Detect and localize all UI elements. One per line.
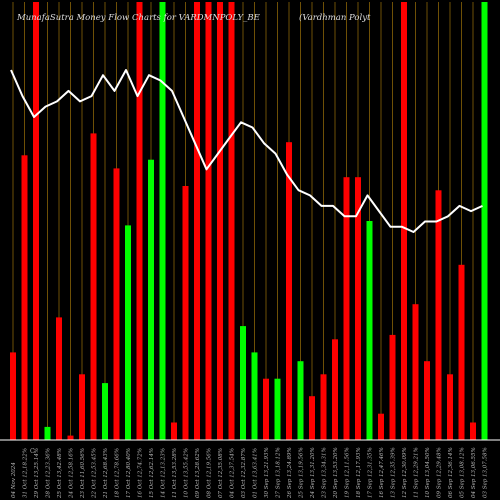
money-flow-bar (401, 2, 407, 440)
x-tick-label: 15 Oct 12,62.14% (149, 448, 155, 498)
x-tick-label: 29 Oct 13,25.14% (34, 448, 40, 499)
money-flow-bar (79, 374, 85, 440)
money-flow-bar (274, 378, 281, 440)
x-tick-label: 04 Sep 13,06.55% (471, 447, 477, 498)
money-flow-bar (194, 2, 200, 440)
x-tick-label: 24 Oct 12,58.16% (69, 448, 75, 499)
x-tick-label: 12 Sep 12,30.09% (402, 447, 408, 498)
x-tick-label: 10 Sep 13,04.50% (425, 447, 431, 498)
money-flow-bar (56, 317, 62, 440)
price-line (10, 69, 483, 233)
x-tick-label: 30 Sep 13,21.93% (264, 447, 270, 498)
x-tick-label: 03 Oct 12,32.87% (241, 448, 247, 498)
x-tick-label: 17 Oct 12,80.40% (126, 448, 132, 498)
money-flow-bar (240, 326, 246, 440)
x-tick-label: 11 Oct 13,53.28% (172, 448, 178, 498)
money-flow-bar (102, 383, 108, 440)
x-tick-label: 07 Oct 12,35.08% (218, 448, 224, 498)
x-tick-label: 01 Oct 13,63.41% (253, 448, 259, 498)
x-tick-label: 18 Oct 12,78.66% (115, 448, 121, 498)
money-flow-bar (228, 2, 235, 440)
x-tick-label: 09 Oct 13,28.62% (195, 448, 201, 498)
money-flow-bar (113, 168, 120, 440)
x-tick-label: 13 Sep 12,35.39% (391, 447, 397, 498)
footer-mark: C (30, 448, 35, 455)
money-flow-bar (389, 334, 396, 440)
x-tick-label: 25 Oct 13,42.48% (57, 448, 63, 499)
money-flow-bar (171, 422, 177, 440)
x-tick-label: 16 Sep 12,47.46% (379, 447, 385, 498)
x-tick-label: 03 Sep 13,07.58% (483, 447, 489, 498)
money-flow-bar (148, 159, 154, 440)
money-flow-bar (412, 304, 419, 440)
x-tick-label: 28 Oct 12,23.36% (46, 448, 52, 499)
x-tick-label: 21 Oct 12,68.43% (103, 448, 109, 499)
money-flow-bar (355, 177, 361, 440)
money-flow-bar (378, 413, 384, 440)
money-flow-bar (125, 225, 131, 440)
x-tick-label: 27 Sep 13,18.12% (276, 447, 282, 499)
money-flow-bar (90, 133, 97, 440)
money-flow-bar (343, 177, 350, 440)
x-tick-label: 18 Sep 12,17.93% (356, 447, 362, 498)
x-tick-label: 31 Oct 12,18.22% (23, 448, 29, 498)
chart-title: MunafaSutra Money Flow Charts for VARDMN… (17, 13, 260, 23)
money-flow-bar (159, 2, 166, 440)
money-flow-bar (309, 396, 315, 440)
money-flow-bar (21, 155, 28, 441)
money-flow-bar (67, 435, 74, 440)
x-tick-label: 20 Sep 13,53.20% (333, 447, 339, 499)
money-flow-bar (320, 374, 327, 440)
x-tick-label: 04 Oct 12,37.54% (230, 448, 236, 498)
money-flow-bar (297, 361, 304, 440)
x-tick-label: 19 Sep 12,11.56% (345, 447, 351, 498)
x-tick-label: 26 Sep 13,24.89% (287, 447, 293, 499)
x-tick-label: 16 Oct 12,74.72% (138, 448, 144, 498)
x-tick-label: 14 Oct 12,13.23% (161, 448, 167, 498)
money-flow-bar (332, 339, 338, 440)
x-tick-label: 10 Oct 13,55.42% (184, 448, 190, 498)
money-flow-bar (44, 426, 51, 440)
money-flow-bar (458, 264, 465, 440)
money-flow-bar (424, 361, 430, 440)
money-flow-bar (10, 352, 16, 440)
money-flow-bar (481, 2, 488, 440)
money-flow-bar (205, 2, 212, 440)
x-tick-label: 04 Nov 2024 (11, 462, 17, 498)
money-flow-bar (435, 190, 442, 440)
x-tick-label: 08 Oct 12,19.56% (207, 448, 213, 498)
x-tick-label: 09 Sep 12,29.48% (437, 447, 443, 498)
money-flow-bar (447, 374, 453, 440)
x-tick-label: 24 Sep 13,31.20% (310, 447, 316, 499)
chart-title-company: (Vardhman Polyt (299, 13, 371, 23)
x-tick-label: 17 Sep 12,31.35% (368, 447, 374, 498)
money-flow-bar (33, 2, 39, 440)
x-tick-label: 22 Oct 12,53.45% (92, 448, 98, 499)
money-flow-bar (366, 221, 373, 440)
money-flow-bar (286, 142, 292, 440)
money-flow-bar (470, 422, 476, 440)
x-tick-label: 25 Sep 13,19.56% (299, 447, 305, 499)
money-flow-bar (182, 186, 189, 440)
x-tick-label: 11 Sep 12,29.21% (414, 447, 420, 498)
money-flow-bar (263, 378, 269, 440)
money-flow-bar (251, 352, 258, 440)
money-flow-bar (217, 2, 223, 440)
money-flow-bar (136, 2, 143, 440)
x-tick-label: 06 Sep 12,36.14% (448, 447, 454, 498)
x-tick-label: 23 Sep 13,34.31% (322, 447, 328, 499)
x-tick-label: 05 Sep 13,08.12% (460, 447, 466, 498)
x-tick-label: 23 Oct 11,60.56% (80, 448, 86, 499)
